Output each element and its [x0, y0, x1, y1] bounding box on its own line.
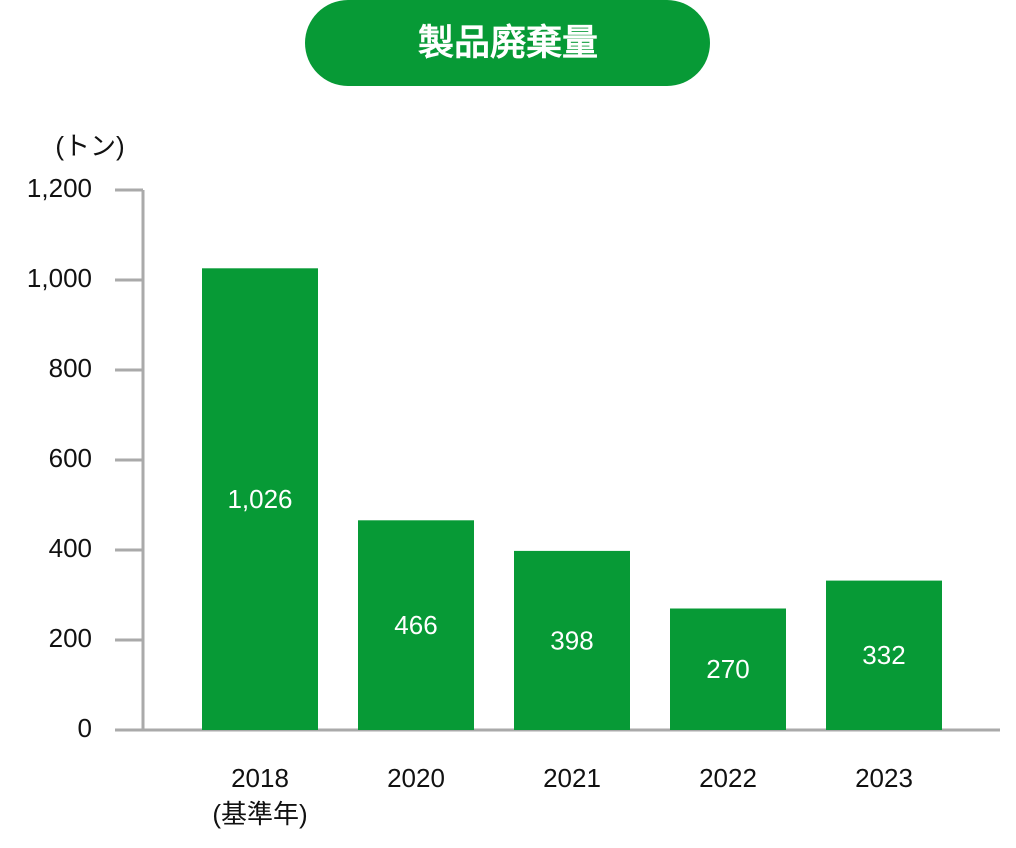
x-tick-label: 2022 [699, 763, 757, 793]
y-tick-label: 0 [78, 713, 92, 743]
value-label: 466 [394, 610, 437, 640]
x-tick-label: 2018 (基準年) [212, 763, 308, 829]
y-tick-label: 600 [49, 443, 92, 473]
y-tick-label: 800 [49, 353, 92, 383]
chart-title: 製品廃棄量 [418, 22, 598, 63]
x-tick-label: 2020 [387, 763, 445, 793]
x-tick-label: 2021 [543, 763, 601, 793]
y-tick-label: 1,200 [27, 173, 92, 203]
y-tick-label: 400 [49, 533, 92, 563]
value-label: 270 [706, 654, 749, 684]
y-axis-label: (トン) [55, 131, 124, 161]
title-pill [305, 0, 710, 86]
value-label: 332 [862, 640, 905, 670]
y-tick-label: 1,000 [27, 263, 92, 293]
x-tick-label: 2023 [855, 763, 913, 793]
bar [826, 580, 942, 730]
value-label: 398 [550, 625, 593, 655]
bar [670, 608, 786, 730]
bar [514, 550, 630, 730]
value-label: 1,026 [227, 484, 292, 514]
bar [358, 520, 474, 730]
bar [202, 268, 318, 730]
y-tick-label: 200 [49, 623, 92, 653]
